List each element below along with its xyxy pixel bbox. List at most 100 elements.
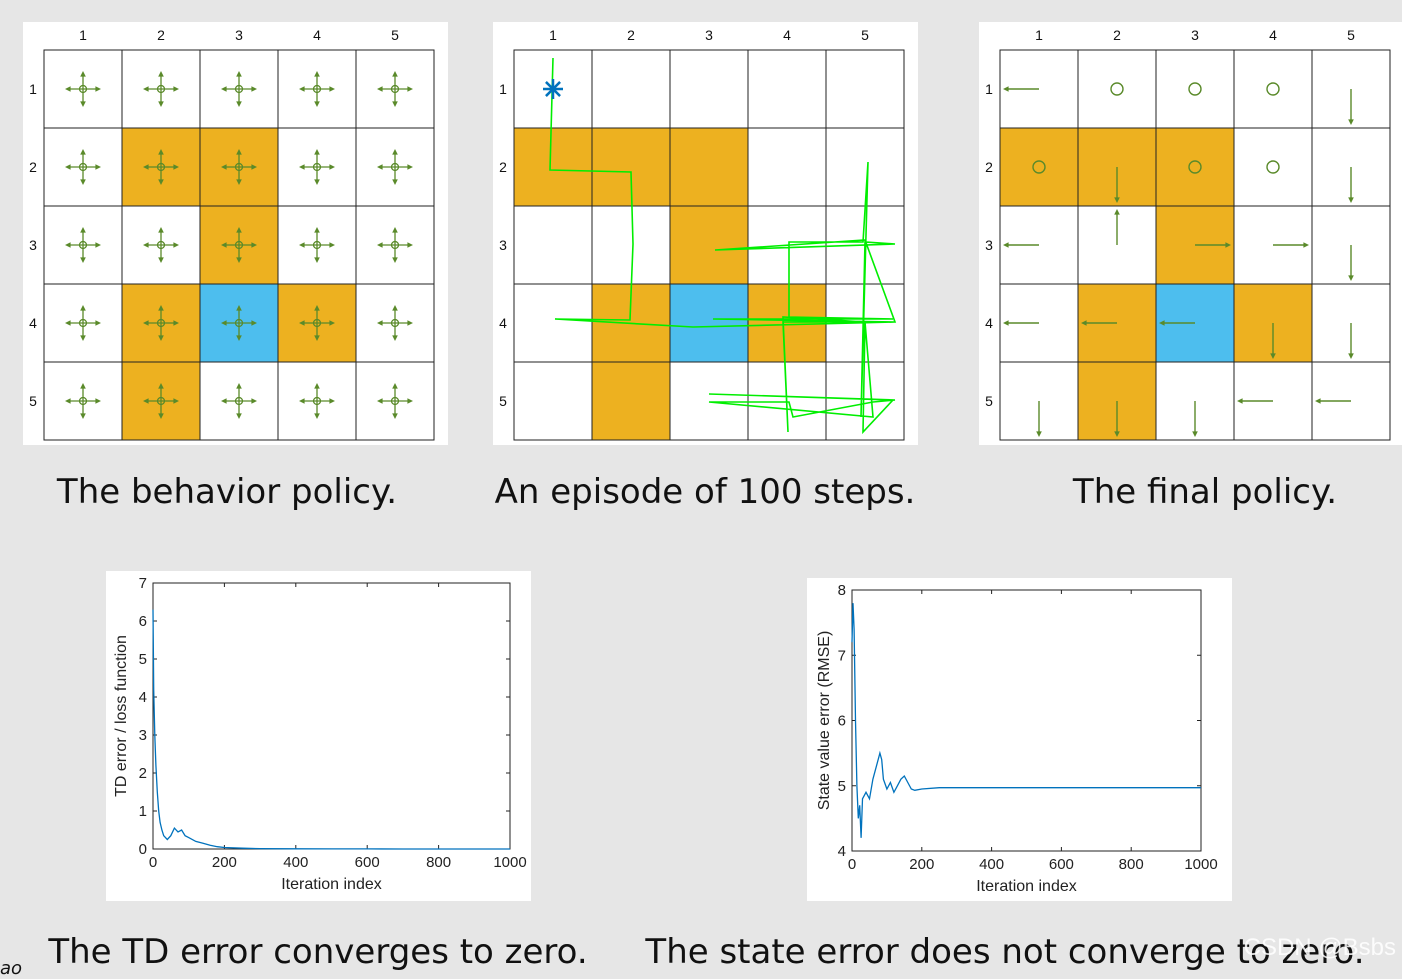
state-error-chart: 0 200 400 600 800 1000 4 5 6 7 8 Iteration index Sta… [816, 582, 1218, 895]
grid-cell-target [669, 283, 749, 363]
grid-cell-white [1233, 127, 1313, 207]
y-tick-label: 5 [838, 778, 846, 795]
arrow-head-down [236, 101, 242, 107]
arrow-head-down [314, 179, 320, 185]
arrow-head-right [329, 320, 335, 326]
arrow-head-left [65, 86, 71, 92]
x-tick-label: 1000 [1184, 856, 1217, 873]
behavior-stay-circle [78, 396, 88, 406]
arrow-head-up [392, 149, 398, 155]
start-marker [545, 81, 561, 97]
x-tick-label: 400 [283, 854, 308, 871]
behavior-policy-grid: 1 2 3 4 5 1 2 3 4 5 [29, 27, 435, 441]
arrow-head-down [392, 413, 398, 419]
arrow-head-up [80, 71, 86, 77]
y-axis-label: TD error / loss function [113, 635, 130, 797]
y-tick-label: 5 [139, 651, 147, 668]
x-tick-label: 200 [909, 856, 934, 873]
x-tick-label: 800 [1119, 856, 1144, 873]
arrow-head-down [1348, 197, 1354, 203]
y-tick-label: 0 [139, 841, 147, 858]
arrow-head-up [314, 71, 320, 77]
arrow-head-left [143, 86, 149, 92]
behavior-stay-circle [234, 396, 244, 406]
td-error-chart: 0 200 400 600 800 1000 0 1 2 3 4 5 6 7 Iteration index… [113, 575, 527, 893]
arrow-head-up [314, 149, 320, 155]
arrow-head-left [143, 164, 149, 170]
arrow-head-left [1003, 320, 1009, 326]
col-label: 1 [1035, 27, 1043, 43]
col-label: 4 [313, 27, 321, 43]
arrow-head-left [377, 242, 383, 248]
behavior-stay-circle [312, 162, 322, 172]
arrow-head-down [236, 413, 242, 419]
y-tick-label: 3 [139, 727, 147, 744]
arrow-head-up [392, 383, 398, 389]
grid-cell-white [355, 205, 435, 285]
arrow-head-left [1315, 398, 1321, 404]
row-label: 1 [499, 81, 507, 97]
arrow-head-up [80, 383, 86, 389]
arrow-head-left [1003, 86, 1009, 92]
arrow-head-right [251, 86, 257, 92]
y-tick-label: 8 [838, 582, 846, 599]
arrow-head-down [1114, 197, 1120, 203]
arrow-head-right [329, 398, 335, 404]
arrow-head-right [95, 398, 101, 404]
x-tick-label: 400 [979, 856, 1004, 873]
grid-cell-white [825, 49, 905, 129]
row-label: 4 [499, 315, 507, 331]
arrow-head-left [65, 164, 71, 170]
arrow-head-up [80, 305, 86, 311]
y-tick-label: 7 [139, 575, 147, 592]
arrow-head-left [299, 164, 305, 170]
grid-cell-white [1233, 49, 1313, 129]
row-label: 3 [985, 237, 993, 253]
behavior-stay-circle [234, 318, 244, 328]
col-label: 5 [391, 27, 399, 43]
grid-cell-white [513, 361, 593, 441]
plot-area [152, 582, 511, 850]
grid-cell-forbidden [669, 127, 749, 207]
arrow-head-left [299, 320, 305, 326]
y-tick-label: 1 [139, 803, 147, 820]
arrow-head-left [1159, 320, 1165, 326]
state-error-chart-panel: 0 200 400 600 800 1000 4 5 6 7 8 Iteration index Sta… [807, 578, 1232, 901]
col-label: 2 [1113, 27, 1121, 43]
arrow-head-down [236, 335, 242, 341]
row-label: 2 [499, 159, 507, 175]
arrow-head-right [251, 242, 257, 248]
grid-cell-white [1077, 49, 1157, 129]
col-label: 1 [79, 27, 87, 43]
arrow-head-down [1348, 119, 1354, 125]
final-stay-circle [1188, 82, 1202, 96]
arrow-head-up [236, 305, 242, 311]
col-label: 5 [1347, 27, 1355, 43]
grid-cell-white [669, 49, 749, 129]
arrow-head-up [158, 149, 164, 155]
arrow-head-right [251, 164, 257, 170]
behavior-stay-circle [78, 162, 88, 172]
arrow-head-down [80, 413, 86, 419]
grid-cell-forbidden [121, 361, 201, 441]
arrow-head-right [173, 86, 179, 92]
x-tick-label: 0 [848, 856, 856, 873]
row-label: 1 [985, 81, 993, 97]
arrow-head-up [392, 305, 398, 311]
row-label: 4 [985, 315, 993, 331]
x-tick-label: 600 [355, 854, 380, 871]
arrow-head-down [392, 101, 398, 107]
arrow-head-down [314, 257, 320, 263]
grid-cell-forbidden [1155, 127, 1235, 207]
arrow-head-right [173, 398, 179, 404]
state-caption: The state error does not converge to zer… [645, 932, 1365, 972]
arrow-head-up [158, 227, 164, 233]
arrow-head-up [392, 71, 398, 77]
x-tick-label: 1000 [493, 854, 526, 871]
y-axis-label: State value error (RMSE) [816, 631, 833, 811]
col-label: 1 [549, 27, 557, 43]
arrow-head-left [143, 320, 149, 326]
arrow-head-right [173, 320, 179, 326]
grid-cell-forbidden [669, 205, 749, 285]
x-tick-label: 200 [212, 854, 237, 871]
